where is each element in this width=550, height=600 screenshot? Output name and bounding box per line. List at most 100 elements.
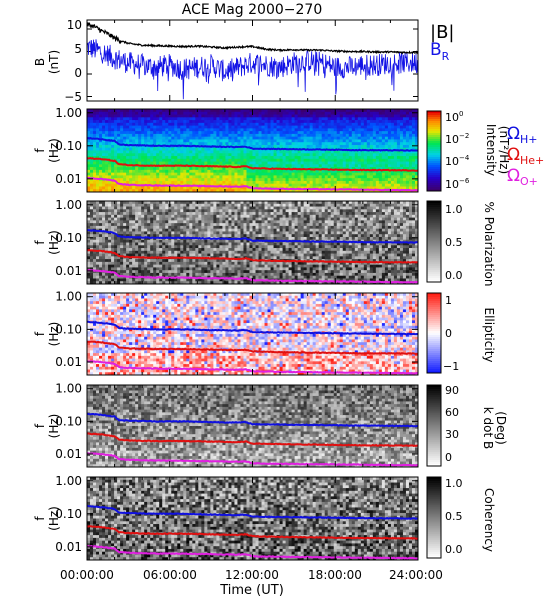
spectrogram-cell — [337, 128, 340, 131]
spectrogram-cell — [328, 159, 331, 162]
spectrogram-cell — [292, 173, 295, 176]
spectrogram-cell — [141, 270, 144, 273]
spectrogram-cell — [99, 223, 102, 226]
spectrogram-cell — [409, 159, 412, 162]
spectrogram-cell — [207, 254, 210, 257]
spectrogram-cell — [234, 240, 237, 243]
spectrogram-cell — [213, 153, 216, 156]
spectrogram-cell — [222, 123, 225, 126]
spectrogram-cell — [376, 115, 379, 118]
spectrogram-cell — [144, 117, 147, 120]
spectrogram-cell — [240, 270, 243, 273]
spectrogram-cell — [126, 207, 129, 210]
spectrogram-cell — [162, 173, 165, 176]
spectrogram-cell — [135, 270, 138, 273]
spectrogram-cell — [183, 270, 186, 273]
spectrogram-cell — [337, 131, 340, 134]
spectrogram-cell — [198, 117, 201, 120]
spectrogram-cell — [168, 251, 171, 254]
spectrogram-cell — [403, 137, 406, 140]
spectrogram-cell — [225, 126, 228, 129]
spectrogram-cell — [147, 259, 150, 262]
spectrogram-cell — [135, 123, 138, 126]
spectrogram-cell — [141, 204, 144, 207]
spectrogram-cell — [262, 120, 265, 123]
spectrogram-cell — [213, 134, 216, 137]
spectrogram-cell — [177, 181, 180, 184]
spectrogram-cell — [274, 120, 277, 123]
spectrogram-cell — [397, 175, 400, 178]
spectrogram-cell — [283, 181, 286, 184]
legend-b-r-sub: R — [442, 50, 450, 63]
spectrogram-cell — [343, 162, 346, 165]
spectrogram-cell — [304, 181, 307, 184]
spectrogram-cell — [159, 209, 162, 212]
spectrogram-cell — [108, 117, 111, 120]
spectrogram-cell — [328, 137, 331, 140]
spectrogram-cell — [216, 248, 219, 251]
spectrogram-cell — [310, 153, 313, 156]
spectrogram-cell — [262, 145, 265, 148]
spectrogram-cell — [256, 181, 259, 184]
spectrogram-cell — [150, 209, 153, 212]
spectrogram-cell — [132, 245, 135, 248]
spectrogram-cell — [162, 120, 165, 123]
spectrogram-cell — [277, 134, 280, 137]
spectrogram-cell — [126, 139, 129, 142]
spectrogram-cell — [144, 156, 147, 159]
spectrogram-cell — [114, 137, 117, 140]
spectrogram-cell — [310, 184, 313, 187]
spectrogram-cell — [352, 131, 355, 134]
spectrogram-cell — [231, 175, 234, 178]
spectrogram-cell — [195, 181, 198, 184]
spectrogram-cell — [346, 184, 349, 187]
spectrogram-cell — [99, 128, 102, 131]
spectrogram-cell — [120, 223, 123, 226]
spectrogram-cell — [388, 117, 391, 120]
spectrogram-cell — [358, 164, 361, 167]
spectrogram-cell — [87, 265, 90, 268]
spectrogram-cell — [105, 186, 108, 189]
spectrogram-cell — [289, 137, 292, 140]
spectrogram-cell — [153, 181, 156, 184]
spectrogram-cell — [349, 178, 352, 181]
spectrogram-cell — [231, 117, 234, 120]
spectrogram-cell — [183, 123, 186, 126]
spectrogram-cell — [159, 162, 162, 165]
spectrogram-cell — [231, 231, 234, 234]
spectrogram-cell — [222, 215, 225, 218]
spectrogram-cell — [189, 229, 192, 232]
spectrogram-cell — [331, 145, 334, 148]
spectrogram-cell — [228, 270, 231, 273]
spectrogram-cell — [246, 126, 249, 129]
spectrogram-cell — [138, 254, 141, 257]
spectrogram-cell — [237, 234, 240, 237]
spectrogram-cell — [201, 262, 204, 265]
spectrogram-cell — [174, 245, 177, 248]
spectrogram-cell — [99, 245, 102, 248]
spectrogram-cell — [343, 181, 346, 184]
spectrogram-cell — [204, 248, 207, 251]
spectrogram-cell — [234, 178, 237, 181]
spectrogram-cell — [186, 181, 189, 184]
spectrogram-cell — [310, 164, 313, 167]
spectrogram-cell — [388, 126, 391, 129]
spectrogram-cell — [144, 243, 147, 246]
spectrogram-cell — [222, 209, 225, 212]
spectrogram-cell — [162, 212, 165, 215]
spectrogram-cell — [177, 212, 180, 215]
spectrogram-cell — [249, 134, 252, 137]
spectrogram-cell — [295, 173, 298, 176]
spectrogram-cell — [150, 112, 153, 115]
spectrogram-cell — [280, 117, 283, 120]
spectrogram-cell — [213, 128, 216, 131]
spectrogram-cell — [328, 145, 331, 148]
spectrogram-cell — [171, 120, 174, 123]
spectrogram-cell — [87, 226, 90, 229]
spectrogram-cell — [147, 131, 150, 134]
spectrogram-cell — [195, 270, 198, 273]
spectrogram-cell — [99, 112, 102, 115]
spectrogram-cell — [322, 164, 325, 167]
spectrogram-cell — [225, 159, 228, 162]
spectrogram-cell — [328, 153, 331, 156]
